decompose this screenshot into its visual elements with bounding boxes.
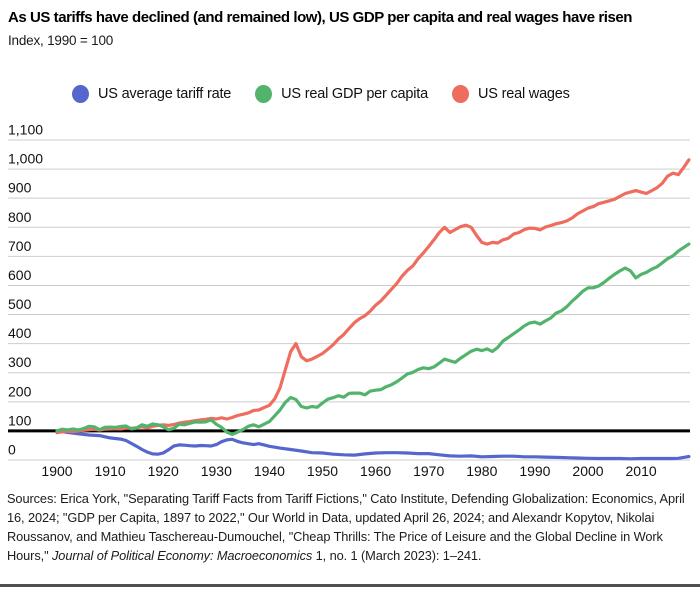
x-axis-label: 1940 xyxy=(254,463,285,479)
x-axis-label: 1920 xyxy=(148,463,179,479)
y-axis-label: 1,000 xyxy=(8,151,43,167)
y-axis-label: 400 xyxy=(8,325,32,341)
x-axis-label: 2010 xyxy=(626,463,657,479)
legend-item-2: US real wages xyxy=(452,85,570,103)
y-axis-label: 800 xyxy=(8,209,32,225)
legend: US average tariff rate US real GDP per ca… xyxy=(72,85,570,103)
x-axis-label: 1960 xyxy=(360,463,391,479)
legend-dot-icon xyxy=(72,85,89,103)
x-axis-label: 1990 xyxy=(519,463,550,479)
series-line-us-average-tariff-rate xyxy=(55,429,691,461)
x-axis-label: 2000 xyxy=(572,463,603,479)
legend-item-1: US real GDP per capita xyxy=(255,85,428,103)
x-axis-label: 1980 xyxy=(466,463,497,479)
legend-dot-icon xyxy=(452,85,470,103)
y-axis-label: 700 xyxy=(8,238,32,254)
y-axis-label: 1,100 xyxy=(8,122,43,138)
legend-item-0: US average tariff rate xyxy=(72,85,231,103)
legend-dot-icon xyxy=(255,85,273,103)
x-axis-label: 1950 xyxy=(307,463,338,479)
y-axis-label: 600 xyxy=(8,267,32,283)
source-note: Sources: Erica York, "Separating Tariff … xyxy=(7,489,696,565)
page-subtitle: Index, 1990 = 100 xyxy=(8,33,114,48)
x-axis-label: 1910 xyxy=(95,463,126,479)
series-line-us-real-gdp-per-capita xyxy=(55,242,691,436)
page-title: As US tariffs have declined (and remaine… xyxy=(8,9,632,26)
x-axis-label: 1900 xyxy=(41,463,72,479)
source-journal-italic: Journal of Political Economy: Macroecono… xyxy=(52,548,313,563)
y-axis-label: 300 xyxy=(8,354,32,370)
source-text: Sources: Erica York, "Separating Tariff … xyxy=(7,491,685,563)
legend-label: US average tariff rate xyxy=(98,86,232,102)
y-axis-label: 0 xyxy=(8,442,16,458)
y-axis-label: 500 xyxy=(8,296,32,312)
y-axis-label: 200 xyxy=(8,383,32,399)
x-axis-label: 1930 xyxy=(201,463,232,479)
x-axis-label: 1970 xyxy=(413,463,444,479)
legend-label: US real GDP per capita xyxy=(281,86,429,102)
bottom-divider xyxy=(0,584,700,587)
y-axis-label: 900 xyxy=(8,180,32,196)
legend-label: US real wages xyxy=(478,86,570,102)
y-axis-label: 100 xyxy=(8,412,32,428)
source-text-tail: 1, no. 1 (March 2023): 1–241. xyxy=(312,548,482,563)
